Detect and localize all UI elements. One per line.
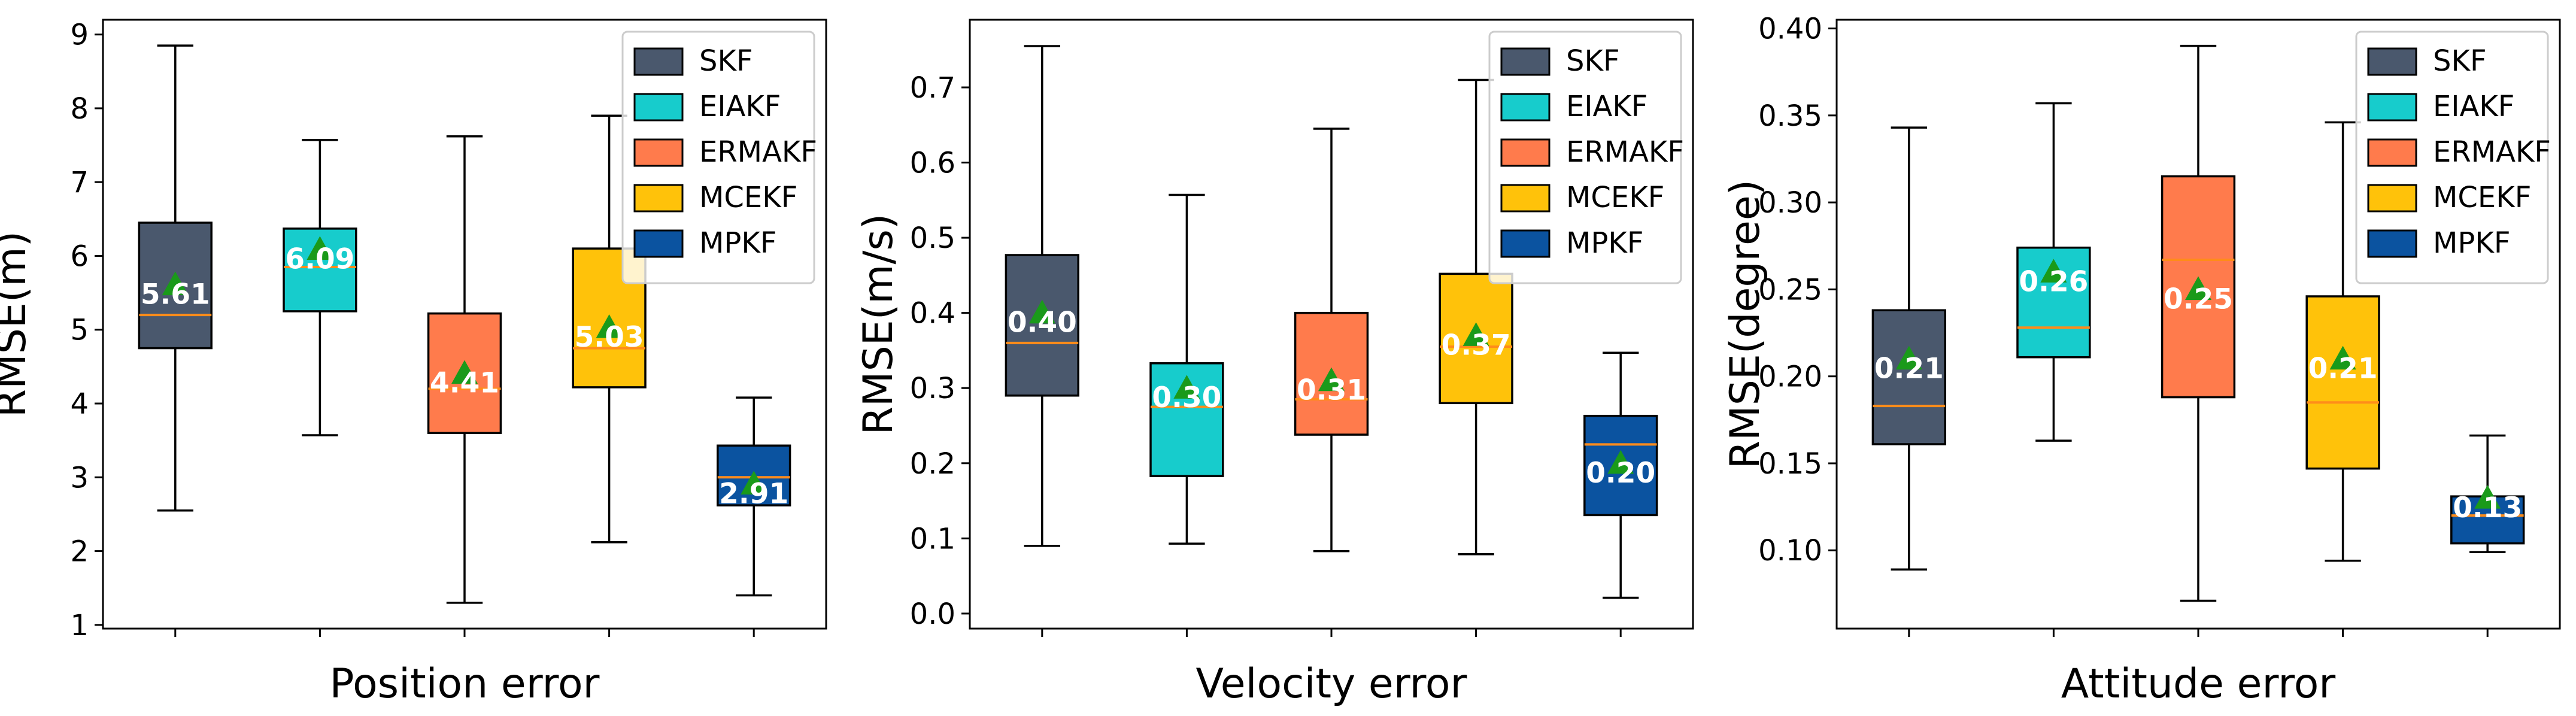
y-tick-label: 3	[70, 461, 89, 494]
mean-marker	[451, 360, 478, 384]
mean-marker	[1028, 299, 1055, 324]
mean-label: 0.25	[2164, 283, 2233, 315]
y-tick-label: 4	[70, 387, 89, 421]
mean-label: 0.21	[2308, 353, 2378, 386]
y-tick-label: 7	[70, 166, 89, 199]
plot-frame	[1835, 19, 2561, 630]
mean-marker	[162, 271, 189, 296]
mean-label: 0.31	[1297, 374, 1366, 407]
legend-swatch-skf	[633, 47, 684, 76]
y-tick-label: 0.30	[1758, 186, 1822, 220]
mean-marker	[1173, 375, 1200, 399]
legend-label: ERMAKF	[699, 135, 817, 169]
legend-swatch-ermakf	[2367, 138, 2417, 167]
legend-swatch-skf	[2367, 47, 2417, 76]
legend-label: MCEKF	[1566, 181, 1664, 214]
y-tick-label: 0.10	[1758, 534, 1822, 568]
mean-label: 0.30	[1152, 381, 1221, 414]
mean-marker	[741, 471, 767, 494]
y-tick-label: 0.2	[910, 447, 955, 481]
y-tick-label: 6	[70, 239, 89, 273]
mean-label: 2.91	[719, 477, 788, 510]
legend-swatch-mpkf	[1500, 229, 1551, 258]
legend-swatch-ermakf	[633, 138, 684, 167]
legend-swatch-skf	[1500, 47, 1551, 76]
legend-swatch-eiakf	[1500, 93, 1551, 122]
legend-label: EIAKF	[2433, 90, 2514, 123]
legend-swatch-ermakf	[1500, 138, 1551, 167]
mean-label: 0.26	[2019, 265, 2088, 298]
mean-label: 0.21	[1874, 353, 1944, 386]
y-tick-label: 0.0	[910, 597, 955, 631]
y-tick-label: 1	[70, 609, 89, 642]
y-tick-label: 0.4	[910, 297, 955, 330]
box-mcekf	[2305, 295, 2380, 470]
y-tick-label: 0.35	[1758, 99, 1822, 133]
y-tick-label: 0.7	[910, 71, 955, 105]
legend-label: MCEKF	[2433, 181, 2531, 214]
legend-label: ERMAKF	[2433, 135, 2551, 169]
y-tick-label: 0.20	[1758, 360, 1822, 394]
legend-swatch-mcekf	[2367, 184, 2417, 213]
mean-marker	[2185, 276, 2211, 300]
y-tick-label: 0.25	[1758, 273, 1822, 307]
y-axis-label: RMSE(m/s)	[855, 214, 902, 435]
mean-marker	[1463, 322, 1489, 346]
legend-label: MCEKF	[699, 181, 797, 214]
mean-label: 0.37	[1442, 329, 1511, 362]
y-axis-label: RMSE(m)	[0, 231, 35, 417]
mean-label: 4.41	[430, 366, 499, 399]
legend-label: ERMAKF	[1566, 135, 1684, 169]
y-tick-label: 8	[70, 92, 89, 126]
legend-label: SKF	[1566, 44, 1620, 78]
legend-label: EIAKF	[699, 90, 781, 123]
mean-marker	[1607, 450, 1634, 474]
mean-marker	[2329, 345, 2356, 370]
y-axis-label: RMSE(degree)	[1722, 180, 1769, 469]
x-axis-label: Position error	[330, 660, 600, 708]
mean-label: 0.20	[1586, 457, 1655, 490]
mean-marker	[1895, 345, 1922, 370]
y-tick-label: 0.5	[910, 222, 955, 255]
box-ermakf	[2161, 175, 2236, 399]
y-tick-label: 0.40	[1758, 13, 1822, 46]
mean-label: 5.61	[141, 278, 210, 311]
plot-frame	[102, 19, 827, 630]
y-tick-label: 0.15	[1758, 447, 1822, 481]
legend-swatch-eiakf	[2367, 93, 2417, 122]
y-tick-label: 0.3	[910, 372, 955, 405]
box-skf	[1005, 254, 1079, 397]
mean-marker	[1318, 367, 1345, 392]
mean-label: 0.13	[2453, 492, 2522, 524]
mean-label: 0.40	[1008, 307, 1077, 339]
x-axis-label: Velocity error	[1196, 660, 1467, 708]
legend-label: MPKF	[699, 226, 776, 260]
legend-label: SKF	[2433, 44, 2487, 78]
mean-marker	[2474, 485, 2501, 509]
legend-label: EIAKF	[1566, 90, 1647, 123]
legend-swatch-eiakf	[633, 93, 684, 122]
legend-swatch-mcekf	[1500, 184, 1551, 213]
mean-label: 6.09	[285, 242, 354, 275]
mean-marker	[307, 236, 333, 260]
legend-label: MPKF	[2433, 226, 2510, 260]
plot-frame	[969, 19, 1694, 630]
legend-label: SKF	[699, 44, 753, 78]
mean-label: 5.03	[575, 321, 644, 354]
legend-label: MPKF	[1566, 226, 1643, 260]
box-skf	[1871, 309, 1946, 445]
legend-swatch-mpkf	[633, 229, 684, 258]
y-tick-label: 0.6	[910, 147, 955, 180]
legend-swatch-mpkf	[2367, 229, 2417, 258]
mean-marker	[2040, 259, 2067, 283]
y-tick-label: 9	[70, 19, 89, 52]
legend-swatch-mcekf	[633, 184, 684, 213]
y-tick-label: 5	[70, 314, 89, 347]
y-tick-label: 0.1	[910, 522, 955, 556]
x-axis-label: Attitude error	[2061, 660, 2336, 708]
y-tick-label: 2	[70, 535, 89, 569]
mean-marker	[596, 314, 623, 338]
